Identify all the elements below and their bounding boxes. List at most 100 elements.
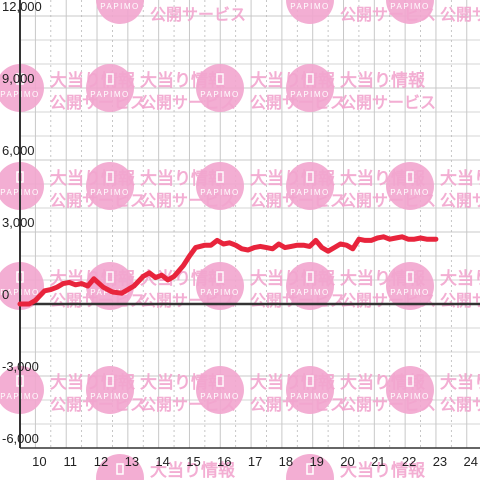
phone-glyph-icon: [216, 73, 224, 85]
x-tick-label: 17: [248, 454, 262, 469]
papimo-logo-icon: [286, 366, 334, 414]
axes: [19, 0, 480, 449]
phone-glyph-icon: [306, 375, 314, 387]
papimo-logo-icon: [86, 262, 134, 310]
y-tick-label: 0: [2, 287, 9, 302]
papimo-logo-icon: [286, 64, 334, 112]
watermark-logo-text: PAPIMO: [90, 188, 130, 197]
papimo-logo-icon: [286, 262, 334, 310]
watermark-line1: 大当り情報: [440, 0, 480, 3]
papimo-logo-icon: [286, 0, 334, 24]
watermark-line2: 公開サービス: [440, 395, 480, 414]
phone-glyph-icon: [406, 271, 414, 283]
watermark-logo-text: PAPIMO: [200, 188, 240, 197]
papimo-logo-icon: [386, 162, 434, 210]
x-tick-label: 23: [433, 454, 447, 469]
phone-glyph-icon: [216, 171, 224, 183]
x-tick-label: 14: [155, 454, 169, 469]
watermark-line1: 大当り情報: [440, 268, 480, 289]
y-tick-label: -3,000: [2, 359, 39, 374]
watermark-line2: 公開サービス: [440, 191, 480, 210]
phone-glyph-icon: [306, 463, 314, 475]
watermark-logo-text: PAPIMO: [390, 188, 430, 197]
phone-glyph-icon: [406, 375, 414, 387]
papimo-logo-icon: [196, 162, 244, 210]
papimo-logo-icon: [86, 64, 134, 112]
watermark-line2: 公開サービス: [440, 5, 480, 24]
series-layer: [17, 234, 439, 307]
papimo-logo-icon: [196, 262, 244, 310]
watermark-logo-text: PAPIMO: [100, 2, 140, 11]
papimo-logo-icon: [96, 0, 144, 24]
y-tick-label: 9,000: [2, 71, 35, 86]
phone-glyph-icon: [306, 73, 314, 85]
x-tick-label: 21: [371, 454, 385, 469]
x-tick-label: 11: [63, 454, 77, 469]
papimo-logo-icon: [96, 454, 144, 480]
papimo-logo-icon: [86, 366, 134, 414]
papimo-logo-icon: [0, 64, 44, 112]
papimo-logo-icon: [386, 0, 434, 24]
watermark-logo-text: PAPIMO: [290, 188, 330, 197]
phone-glyph-icon: [106, 271, 114, 283]
watermark-logo-text: PAPIMO: [90, 90, 130, 99]
y-tick-label: -6,000: [2, 431, 39, 446]
phone-glyph-icon: [216, 375, 224, 387]
papimo-logo-icon: [386, 366, 434, 414]
phone-glyph-icon: [106, 73, 114, 85]
x-tick-label: 24: [464, 454, 478, 469]
watermark-logo-text: PAPIMO: [390, 2, 430, 11]
x-tick-label: 10: [32, 454, 46, 469]
papimo-logo-icon: [196, 366, 244, 414]
papimo-logo-icon: [386, 262, 434, 310]
series-line: [17, 234, 439, 307]
watermark-logo-text: PAPIMO: [90, 392, 130, 401]
watermark-line1: 大当り情報: [440, 372, 480, 393]
phone-glyph-icon: [306, 271, 314, 283]
watermark-logo-text: PAPIMO: [200, 90, 240, 99]
x-tick-label: 20: [340, 454, 354, 469]
papimo-logo-icon: [196, 64, 244, 112]
y-tick-label: 3,000: [2, 215, 35, 230]
watermark-line1: 大当り情報: [440, 168, 480, 189]
watermark-logo-text: PAPIMO: [290, 2, 330, 11]
watermark-line1: 大当り情報: [150, 460, 236, 480]
x-tick-label: 15: [186, 454, 200, 469]
papimo-logo-icon: [0, 262, 44, 310]
watermark-logo-text: PAPIMO: [200, 392, 240, 401]
watermark-line2: 公開サービス: [340, 93, 436, 112]
y-tick-label: 12,000: [2, 0, 42, 14]
papimo-logo-icon: [286, 454, 334, 480]
x-tick-label: 12: [94, 454, 108, 469]
watermark-logo-text: PAPIMO: [290, 392, 330, 401]
x-tick-label: 16: [217, 454, 231, 469]
watermark-logo-text: PAPIMO: [290, 288, 330, 297]
tick-labels: 12,000 9,000 6,000 3,000 0 -3,000 -6,000 10 11 12…: [2, 0, 478, 469]
papimo-logo-icon: [0, 162, 44, 210]
phone-glyph-icon: [116, 463, 124, 475]
phone-glyph-icon: [106, 171, 114, 183]
watermark-line1: 大当り情報: [340, 460, 426, 480]
x-tick-label: 13: [125, 454, 139, 469]
x-tick-label: 22: [402, 454, 416, 469]
papimo-logo-icon: [286, 162, 334, 210]
watermark-line2: 公開サービス: [440, 291, 480, 310]
watermark-logo-text: PAPIMO: [390, 288, 430, 297]
watermark-line2: 公開サービス: [150, 5, 246, 24]
phone-glyph-icon: [406, 171, 414, 183]
watermark-line1: 大当り情報: [340, 70, 426, 91]
phone-glyph-icon: [306, 171, 314, 183]
watermark-line1: 大当り情報: [340, 0, 426, 3]
phone-glyph-icon: [106, 375, 114, 387]
phone-glyph-icon: [216, 271, 224, 283]
watermark-logo-text: PAPIMO: [200, 288, 240, 297]
watermark-line1: 大当り情報: [150, 0, 236, 3]
